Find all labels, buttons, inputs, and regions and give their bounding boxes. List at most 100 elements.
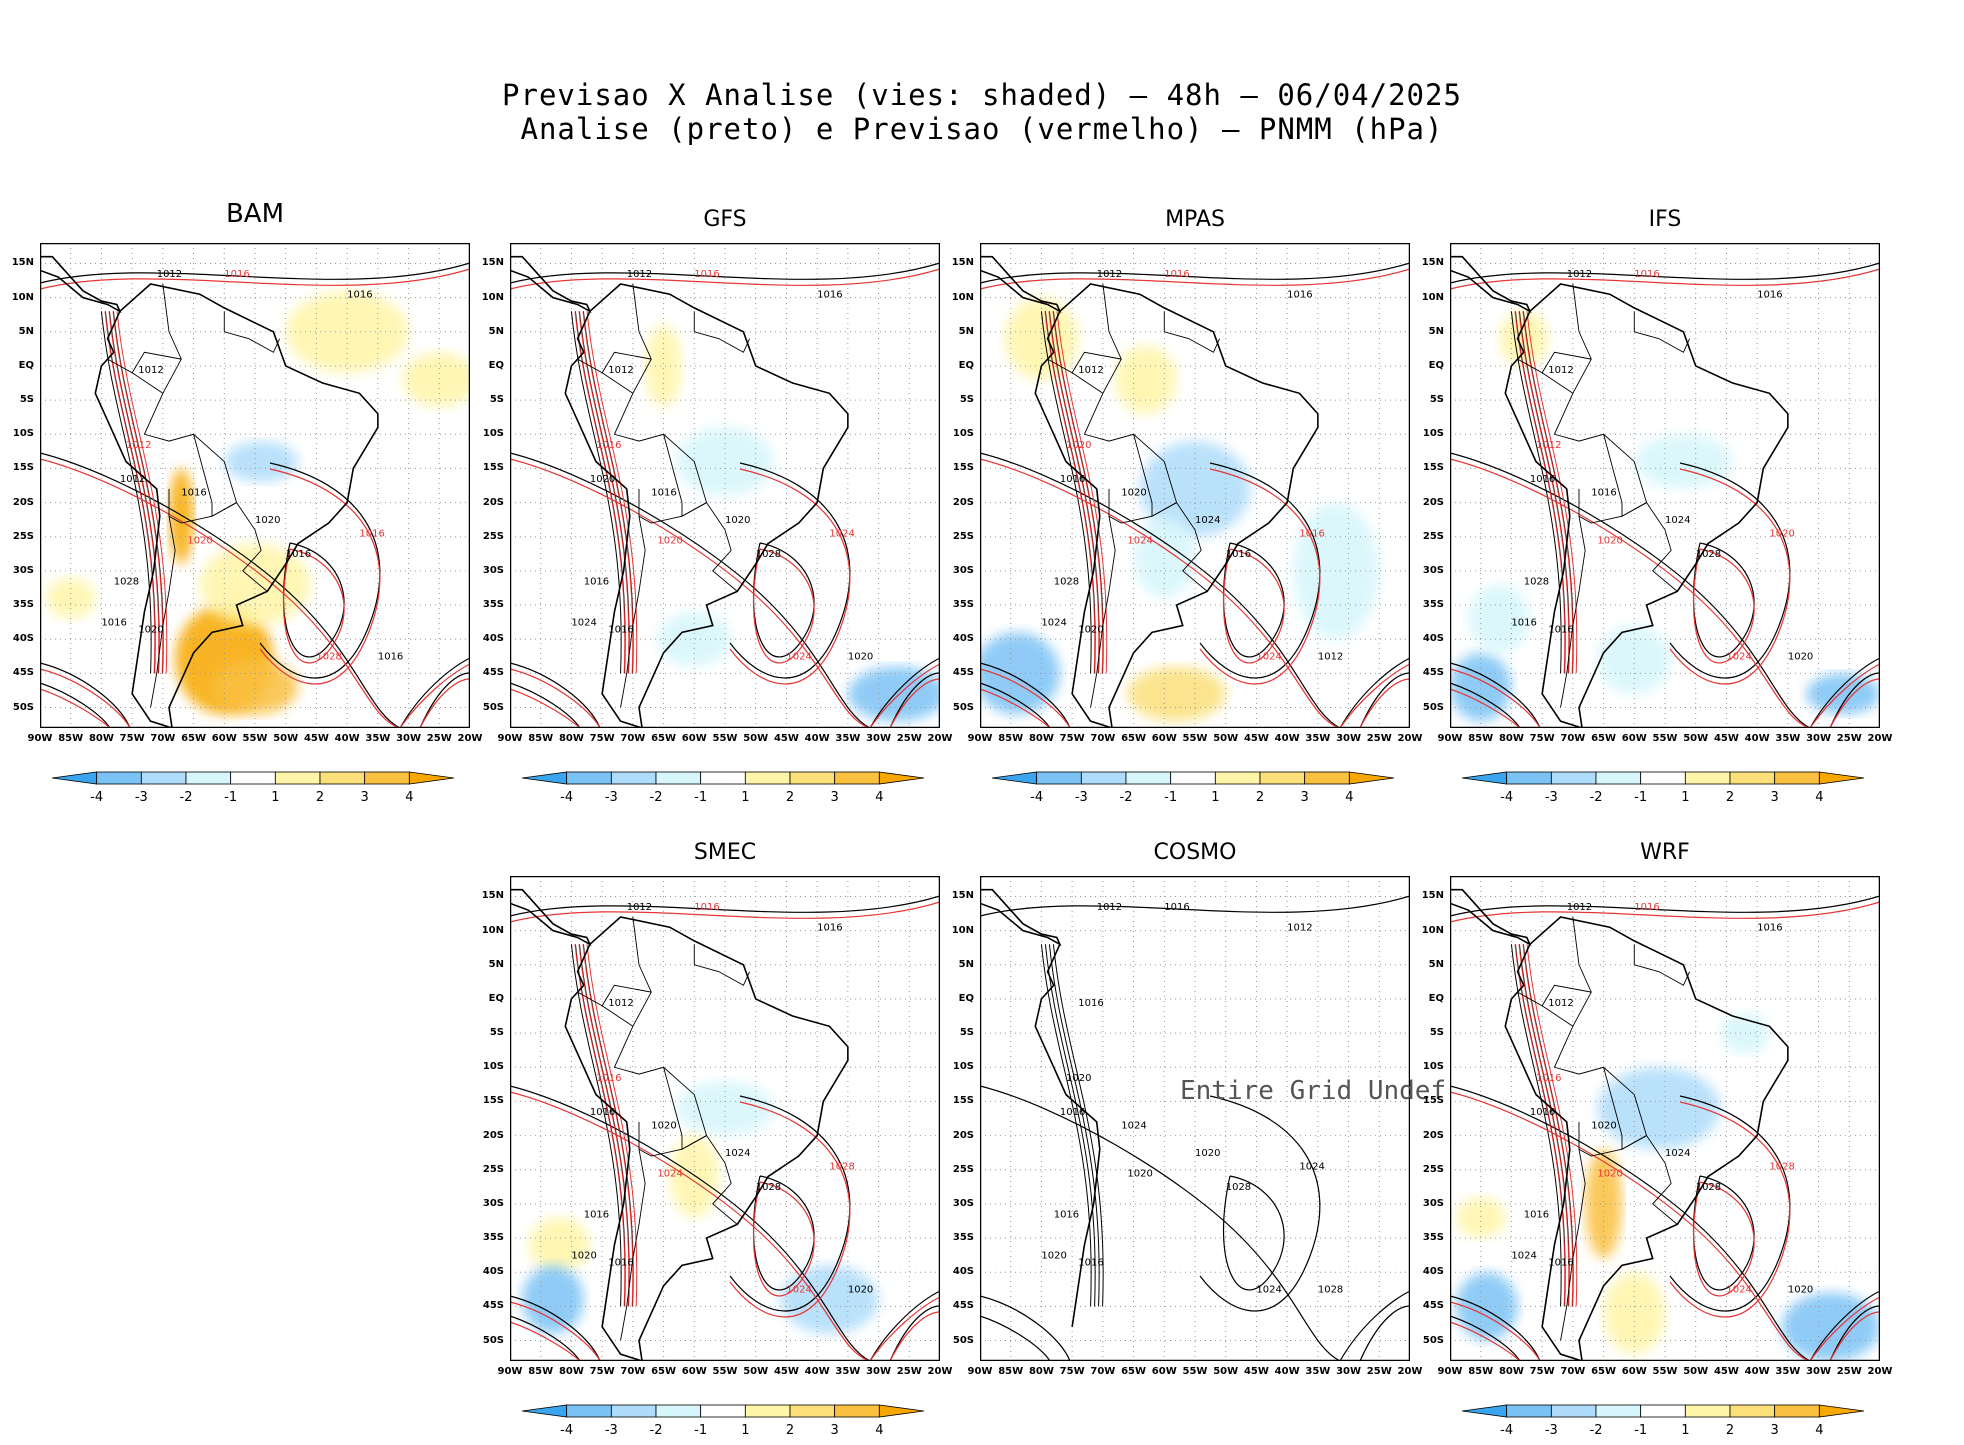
isobar-label: 1024 — [1726, 652, 1751, 663]
bias-shading — [528, 1217, 590, 1273]
lon-tick-label: 60W — [1621, 733, 1647, 744]
isobar-label: 1012 — [608, 365, 633, 376]
bias-shading — [675, 427, 775, 496]
lat-tick-label: 5N — [488, 325, 504, 337]
lat-tick-label: 25S — [1422, 1163, 1444, 1175]
lon-tick-label: 75W — [1059, 1366, 1085, 1377]
coastline — [510, 255, 592, 314]
panel-title: BAM — [225, 199, 285, 229]
coastline — [1504, 283, 1789, 728]
isobar-label: 1016 — [1164, 269, 1189, 280]
lat-tick-label: 15S — [952, 462, 974, 474]
isobar-forecast — [40, 268, 470, 290]
lat-tick-label: 20S — [482, 496, 504, 508]
country-border — [1133, 434, 1177, 518]
isobar-label: 1024 — [725, 1148, 750, 1159]
colorbar-segment — [1348, 771, 1395, 785]
isobar-label: 1012 — [627, 902, 652, 913]
isobar-andes — [1514, 311, 1566, 674]
lat-tick-label: 15S — [1422, 462, 1444, 474]
isobar-forecast — [1450, 688, 1521, 728]
isobar-label: 1016 — [1757, 290, 1782, 301]
colorbar-segment — [700, 1404, 746, 1418]
isobar-label: 1012 — [157, 269, 182, 280]
lat-tick-label: 15N — [481, 257, 504, 269]
map-ifs: 1012 1016 1016 1012 1012 1016 1016 1020 1024 1028… — [1450, 243, 1880, 728]
bias-shading — [285, 290, 409, 373]
colorbar-label: 3 — [1770, 790, 1779, 805]
isobar-analysis — [40, 452, 401, 728]
isobar-label: 1028 — [1054, 577, 1079, 588]
lon-tick-label: 60W — [1151, 733, 1177, 744]
isobar-andes — [582, 311, 634, 674]
isobar-forecast — [40, 668, 131, 728]
isobar-analysis — [1829, 1305, 1880, 1361]
isobar-label: 1016 — [1060, 1107, 1085, 1118]
isobar-label: 1016 — [1634, 269, 1659, 280]
isobar-label: 1016 — [1591, 488, 1616, 499]
colorbar-label: 1 — [271, 790, 280, 805]
country-border — [107, 351, 182, 374]
isobar-label: 1016 — [1226, 549, 1251, 560]
lat-tick-label: 30S — [1422, 1197, 1444, 1209]
colorbar-label: 3 — [830, 1423, 839, 1438]
colorbar-segment — [655, 771, 702, 785]
figure-title-line2: Analise (preto) e Previsao (vermelho) – … — [520, 112, 1444, 146]
isobar-label: 1016 — [1060, 474, 1085, 485]
colorbar-label: 3 — [1770, 1423, 1779, 1438]
country-border — [193, 434, 237, 518]
isobar-label: 1024 — [1665, 1148, 1690, 1159]
bias-shading — [1806, 673, 1880, 715]
isobar-label: 1020 — [255, 515, 280, 526]
colorbar-segment — [1036, 771, 1082, 785]
bias-shading — [1456, 1272, 1518, 1341]
isobar-label: 1024 — [657, 1169, 682, 1180]
colorbar-label: -4 — [560, 1423, 574, 1438]
lon-tick-label: 35W — [835, 1366, 861, 1377]
bias-shading — [1127, 666, 1226, 722]
bias-shading — [199, 543, 311, 626]
colorbar-label: -2 — [1589, 790, 1603, 805]
isobar-label: 1016 — [1524, 1210, 1549, 1221]
bias-shading — [1468, 584, 1530, 653]
isobar-andes — [586, 944, 638, 1307]
country-border — [1541, 1005, 1574, 1027]
isobar-analysis — [1450, 682, 1521, 728]
lon-tick-label: 75W — [119, 733, 145, 744]
lon-tick-label: 55W — [712, 733, 738, 744]
lon-tick-label: 80W — [1498, 1366, 1524, 1377]
lat-tick-label: EQ — [488, 992, 504, 1004]
isobar-forecast — [399, 663, 470, 728]
isobar-label: 1020 — [1591, 1121, 1616, 1132]
isobar-label: 1020 — [1195, 1148, 1220, 1159]
colorbar-label: -1 — [1634, 790, 1648, 805]
panel-bam: BAM 1012 1016 1016 1012 1012 1012 1016 1020 1020 1… — [12, 199, 483, 744]
isobar-label: 1016 — [1164, 902, 1189, 913]
isobar-label: 1016 — [1511, 618, 1536, 629]
isobar-forecast — [283, 548, 345, 664]
lat-tick-label: 30S — [482, 1197, 504, 1209]
lon-tick-label: 90W — [967, 1366, 993, 1377]
colorbar-segment — [789, 771, 836, 785]
lon-tick-label: 85W — [998, 733, 1024, 744]
isobar-label: 1028 — [756, 549, 781, 560]
isobar-andes — [1522, 311, 1574, 674]
lon-tick-label: 90W — [967, 733, 993, 744]
isobar-label: 1012 — [1097, 902, 1122, 913]
colorbar: -4 -3 -2 -1 1 2 3 4 — [521, 770, 925, 812]
lat-tick-label: 15N — [1421, 890, 1444, 902]
isobar-andes — [1044, 311, 1096, 674]
country-border — [1517, 984, 1592, 1007]
lat-tick-label: 25S — [1422, 530, 1444, 542]
lon-tick-label: 85W — [998, 1366, 1024, 1377]
colorbar-segment — [1550, 1404, 1597, 1418]
lat-tick-label: 25S — [952, 530, 974, 542]
isobar-andes — [1526, 944, 1578, 1307]
isobar-label: 1012 — [1548, 998, 1573, 1009]
lon-tick-label: 45W — [1713, 1366, 1739, 1377]
coastline — [40, 255, 122, 314]
isobar-forecast — [753, 1181, 815, 1297]
isobar-analysis — [510, 662, 601, 728]
isobar-label: 1016 — [1548, 1257, 1573, 1268]
isobar-analysis — [1450, 895, 1880, 917]
